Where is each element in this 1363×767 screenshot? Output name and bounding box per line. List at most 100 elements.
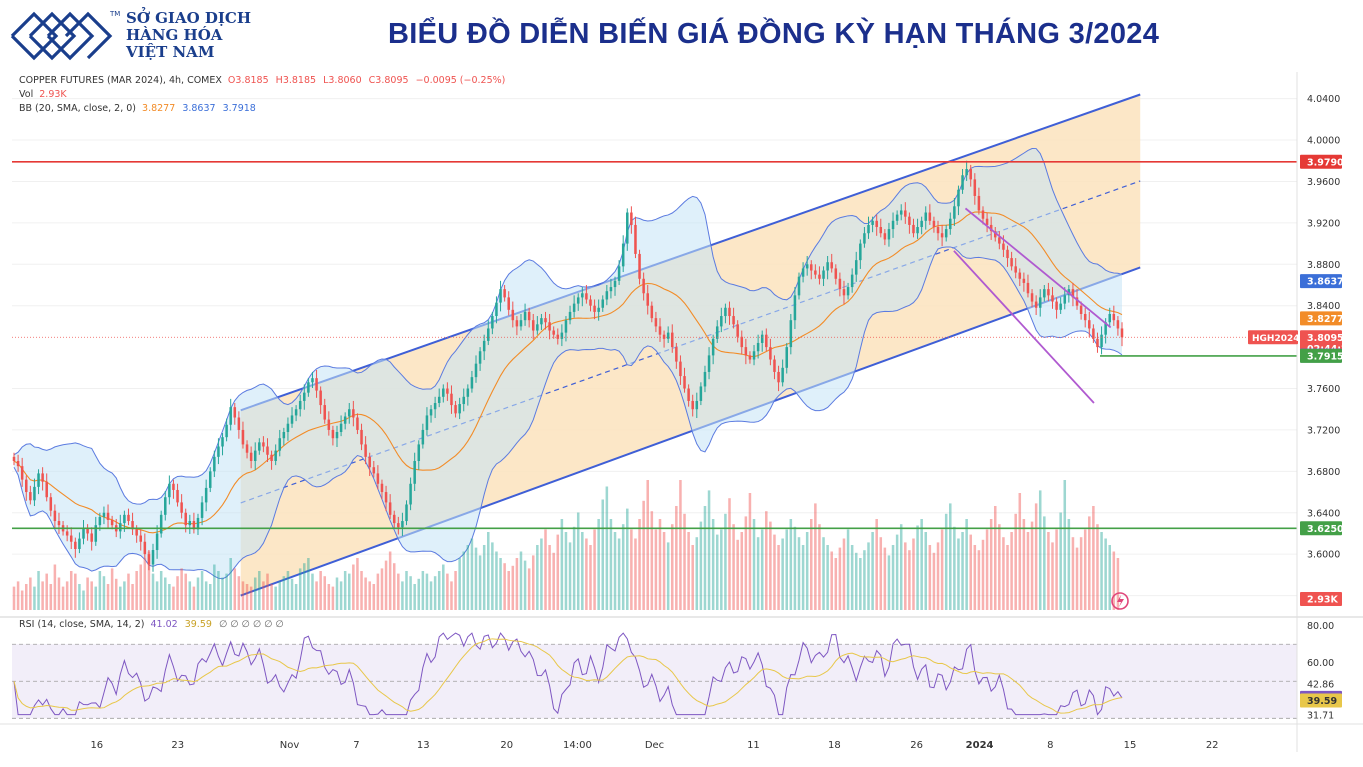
- volume-bar-103: [433, 576, 437, 610]
- volume-bar-54: [233, 568, 237, 610]
- volume-bar-265: [1096, 524, 1099, 610]
- candle-218: [904, 210, 907, 217]
- candle-195: [810, 264, 813, 271]
- candle-76: [323, 405, 326, 420]
- volume-bar-74: [315, 581, 318, 610]
- volume-bar-131: [548, 545, 551, 610]
- candle-10: [53, 510, 57, 522]
- candle-188: [781, 367, 784, 383]
- price-chart[interactable]: 4.0400 4.0000 3.9600 3.9200 3.8800 3.8400 3.76…: [0, 72, 1363, 763]
- volume-bar-258: [1067, 519, 1071, 610]
- volume-bar-88: [372, 584, 376, 610]
- volume-bar-93: [392, 563, 396, 610]
- volume-bar-56: [241, 581, 245, 610]
- candle-259: [1071, 289, 1075, 298]
- candle-164: [683, 376, 686, 389]
- volume-bar-267: [1104, 538, 1107, 610]
- volume-bar-169: [703, 506, 707, 610]
- candle-46: [200, 502, 204, 518]
- candle-224: [928, 212, 932, 221]
- candle-198: [822, 270, 825, 279]
- candle-71: [303, 392, 306, 401]
- volume-bar-197: [818, 524, 821, 610]
- volume-bar-92: [388, 551, 392, 610]
- volume-bar-22: [102, 576, 106, 610]
- volume-bar-178: [740, 532, 744, 610]
- volume-bar-23: [106, 584, 110, 610]
- volume-bar-11: [57, 577, 61, 610]
- candle-117: [491, 316, 494, 329]
- volume-bar-37: [164, 577, 167, 610]
- volume-bar-157: [654, 529, 658, 610]
- logo-line-3: VIỆT NAM: [126, 43, 215, 61]
- candle-101: [425, 415, 429, 430]
- volume-bar-217: [899, 524, 903, 610]
- candle-118: [495, 302, 498, 317]
- y-tick-label-3: 3.9200: [1307, 218, 1340, 229]
- candle-97: [409, 483, 412, 505]
- volume-bar-255: [1055, 529, 1058, 610]
- candle-202: [838, 278, 842, 290]
- candle-257: [1063, 295, 1067, 304]
- volume-bar-184: [765, 511, 768, 610]
- candle-19: [90, 533, 93, 542]
- volume-bar-98: [413, 584, 416, 610]
- volume-bar-30: [135, 571, 138, 610]
- candle-173: [720, 316, 723, 327]
- rsi-tick-label-1: 60.00: [1307, 658, 1334, 669]
- volume-bar-113: [474, 547, 478, 610]
- volume-bar-158: [658, 519, 662, 610]
- volume-bar-226: [936, 542, 940, 610]
- candle-229: [949, 218, 952, 230]
- volume-bar-232: [961, 532, 964, 610]
- candle-124: [519, 320, 523, 327]
- candle-189: [785, 347, 789, 368]
- candle-260: [1075, 297, 1079, 306]
- candle-192: [797, 276, 801, 296]
- candle-119: [499, 289, 502, 303]
- volume-bar-266: [1100, 532, 1103, 610]
- volume-bar-95: [401, 581, 404, 610]
- wedge-upper-line: [964, 207, 1112, 329]
- candle-170: [707, 355, 711, 372]
- volume-bar-218: [904, 542, 907, 610]
- candle-186: [773, 359, 776, 372]
- candle-36: [159, 514, 163, 534]
- candle-47: [204, 487, 208, 503]
- candle-267: [1104, 322, 1107, 335]
- volume-bar-25: [114, 578, 118, 610]
- candle-222: [920, 220, 923, 228]
- rsi-tick-label-0: 80.00: [1307, 621, 1334, 632]
- horizontal-levels: [12, 160, 1297, 530]
- candle-72: [307, 382, 310, 393]
- candle-163: [679, 361, 682, 377]
- candle-187: [777, 371, 780, 383]
- y-tick-label-2: 3.9600: [1307, 177, 1340, 188]
- volume-bar-212: [879, 537, 883, 610]
- volume-bar-137: [572, 526, 576, 610]
- volume-bar-83: [352, 564, 355, 610]
- candle-88: [372, 467, 376, 474]
- candle-106: [446, 388, 449, 394]
- candle-11: [57, 521, 61, 526]
- candle-270: [1116, 320, 1120, 329]
- volume-bar-134: [560, 519, 564, 610]
- volume-bar-97: [409, 576, 412, 610]
- candle-160: [666, 332, 670, 339]
- candle-89: [376, 473, 380, 484]
- volume-bar-130: [544, 529, 547, 610]
- volume-bar-63: [270, 584, 273, 610]
- candle-113: [474, 363, 478, 378]
- candle-144: [601, 299, 605, 308]
- candle-4: [29, 492, 32, 501]
- candle-112: [470, 377, 474, 389]
- candle-156: [650, 305, 654, 319]
- volume-bar-140: [585, 538, 588, 610]
- chart-area[interactable]: 4.0400 4.0000 3.9600 3.9200 3.8800 3.8400 3.76…: [0, 72, 1363, 763]
- volume-bar-194: [805, 532, 809, 610]
- volume-bar-270: [1116, 558, 1120, 610]
- candle-15: [74, 541, 77, 549]
- volume-bar-150: [626, 508, 629, 610]
- candle-204: [846, 287, 850, 296]
- candle-146: [609, 287, 613, 292]
